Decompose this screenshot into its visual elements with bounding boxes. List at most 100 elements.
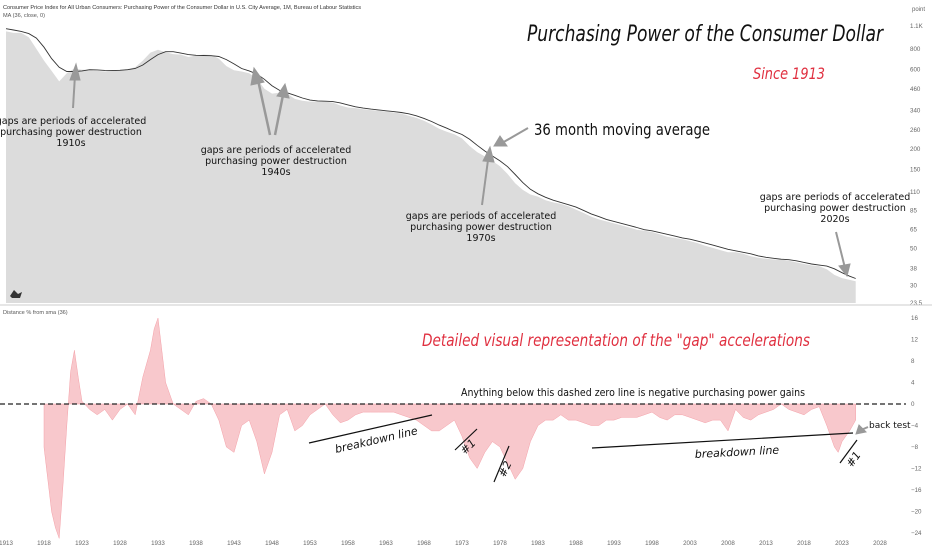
oscillator-area — [43, 317, 856, 539]
moving-average-line — [5, 28, 856, 279]
x-tick-label: 1968 — [417, 540, 431, 547]
arrow-icon — [493, 127, 529, 147]
x-tick-label: 1918 — [37, 540, 51, 547]
mark-label-2: #2 — [496, 459, 515, 479]
y-tick-label: 1.1K — [910, 23, 924, 30]
mark-label-3: #1 — [844, 449, 864, 470]
arrow-icon — [250, 66, 272, 136]
lower-pane: 16 12 8 4 0 −4 −8 −12 −16 −20 −24 1913 1918 1923 1928… — [0, 315, 922, 547]
x-tick-label: 1938 — [189, 540, 203, 547]
ma-indicator-line: MA (36, close, 0) — [3, 13, 45, 19]
annotation-1970s: gaps are periods of accelerated purchasi… — [406, 211, 557, 244]
arrow-icon — [835, 231, 851, 278]
x-tick-label: 2018 — [797, 540, 811, 547]
annotation-1910s: gaps are periods of accelerated purchasi… — [0, 116, 146, 149]
y-tick-label: 800 — [910, 46, 921, 53]
annotation-text: gaps are periods of accelerated — [0, 116, 146, 127]
x-tick-label: 1958 — [341, 540, 355, 547]
y-tick-label: −4 — [911, 423, 919, 430]
annotation-text: purchasing power destruction — [0, 127, 142, 138]
y-tick-label: 12 — [911, 337, 918, 344]
mark-line-3 — [839, 439, 858, 464]
oscillator-line: Distance % from sma (36) — [3, 310, 68, 316]
annotation-arrows — [69, 62, 851, 278]
arrow-icon — [69, 62, 81, 109]
x-tick-label: 1998 — [645, 540, 659, 547]
annotation-text: 2020s — [820, 214, 849, 225]
annotation-text: 1970s — [466, 233, 495, 244]
annotation-text: 1940s — [261, 167, 290, 178]
y-tick-label: 16 — [911, 315, 918, 322]
y-tick-label: 150 — [910, 167, 921, 174]
mark-line-2 — [493, 445, 510, 483]
x-tick-label: 1963 — [379, 540, 393, 547]
y-tick-label: −16 — [911, 487, 922, 494]
breakdown-line-1 — [308, 414, 433, 444]
x-tick-label: 1983 — [531, 540, 545, 547]
y-tick-label: 110 — [910, 189, 920, 196]
y-tick-label: 85 — [910, 207, 917, 214]
x-tick-label: 1943 — [227, 540, 241, 547]
x-tick-label: 1933 — [151, 540, 165, 547]
lower-title: Detailed visual representation of the "g… — [422, 331, 810, 351]
y-tick-label: 23.5 — [910, 300, 923, 307]
y-tick-label: 0 — [911, 401, 915, 408]
y-tick-label: 4 — [911, 380, 915, 387]
x-tick-label: 1993 — [607, 540, 621, 547]
y-tick-label: 38 — [910, 265, 917, 272]
annotation-text: purchasing power destruction — [764, 203, 906, 214]
x-tick-label: 1948 — [265, 540, 279, 547]
y-tick-label: 8 — [911, 358, 915, 365]
y-tick-label: −20 — [911, 509, 922, 516]
tradingview-logo-icon — [10, 290, 22, 298]
y-tick-label: 460 — [910, 86, 921, 93]
since-title: Since 1913 — [753, 64, 825, 83]
main-title: Purchasing Power of the Consumer Dollar — [527, 22, 885, 47]
annotation-text: gaps are periods of accelerated — [760, 192, 911, 203]
back-test-label: back test — [869, 421, 911, 431]
upper-y-axis: 1.1K 800 600 460 340 260 200 150 110 85 65 50 38 30 23… — [910, 23, 924, 307]
x-tick-label: 2003 — [683, 540, 697, 547]
price-area — [6, 31, 856, 304]
x-tick-label: 1988 — [569, 540, 583, 547]
x-tick-label: 1978 — [493, 540, 507, 547]
y-tick-label: 200 — [910, 146, 921, 153]
x-tick-label: 2008 — [721, 540, 735, 547]
x-tick-label: 1913 — [0, 540, 13, 547]
annotation-text: purchasing power destruction — [205, 156, 347, 167]
x-axis: 1913 1918 1923 1928 1933 1938 1943 1948 1953 1958… — [0, 540, 887, 547]
x-tick-label: 2028 — [873, 540, 887, 547]
breakdown-label-1: breakdown line — [334, 424, 419, 456]
upper-pane: 1.1K 800 600 460 340 260 200 150 110 85 65 50 38 30 23… — [5, 23, 924, 307]
arrow-icon — [481, 145, 495, 206]
annotation-text: 1910s — [56, 138, 85, 149]
y-tick-label: 65 — [910, 227, 917, 234]
annotation-1940s: gaps are periods of accelerated purchasi… — [201, 145, 352, 178]
annotation-2020s: gaps are periods of accelerated purchasi… — [760, 192, 911, 225]
annotation-text: gaps are periods of accelerated — [201, 145, 352, 156]
y-tick-label: 260 — [910, 127, 921, 134]
y-tick-label: −12 — [911, 466, 922, 473]
y-tick-label: −24 — [911, 530, 922, 537]
breakdown-line-2 — [591, 432, 854, 449]
y-tick-label: 340 — [910, 108, 921, 115]
annotation-text: gaps are periods of accelerated — [406, 211, 557, 222]
arrow-icon — [273, 82, 290, 136]
x-tick-label: 1928 — [113, 540, 127, 547]
x-tick-label: 1973 — [455, 540, 469, 547]
x-tick-label: 2013 — [759, 540, 773, 547]
x-tick-label: 1923 — [75, 540, 89, 547]
lower-y-axis: 16 12 8 4 0 −4 −8 −12 −16 −20 −24 — [911, 315, 922, 537]
x-tick-label: 2023 — [835, 540, 849, 547]
annotation-text: purchasing power destruction — [410, 222, 552, 233]
breakdown-label-2: breakdown line — [694, 444, 779, 461]
unit-label: point — [912, 7, 925, 13]
back-test-arrow-icon — [855, 424, 869, 435]
mark-line-1 — [454, 428, 478, 451]
breakdown-lines — [308, 414, 858, 483]
zero-line-note: Anything below this dashed zero line is … — [461, 386, 805, 399]
symbol-line: Consumer Price Index for All Urban Consu… — [3, 5, 361, 11]
y-tick-label: 50 — [910, 246, 917, 253]
y-tick-label: −8 — [911, 444, 919, 451]
